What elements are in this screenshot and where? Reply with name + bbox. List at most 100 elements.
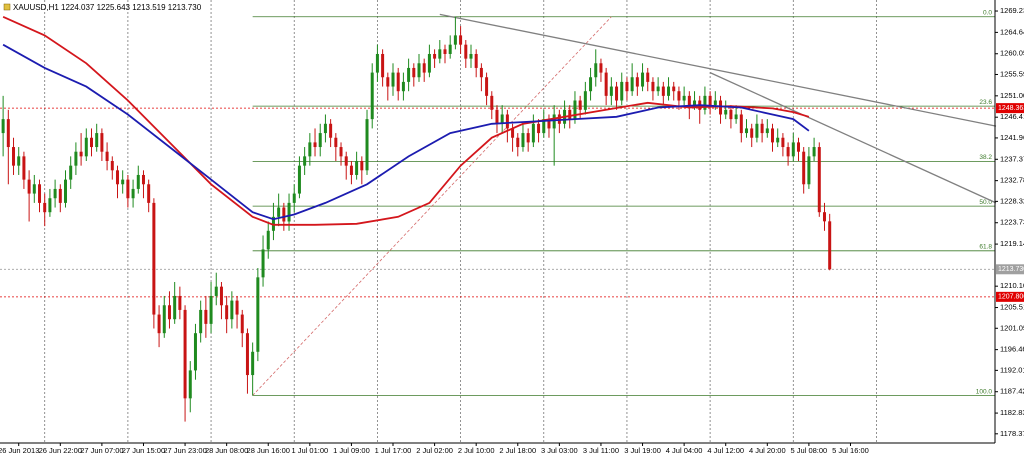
- y-tick-label: 1246.415: [1000, 112, 1024, 121]
- candle-body: [615, 86, 619, 101]
- candle-body: [141, 174, 145, 185]
- candle-body: [817, 147, 821, 213]
- y-tick-label: 1201.055: [1000, 323, 1024, 332]
- candle-body: [17, 156, 21, 166]
- candle-body: [568, 109, 572, 120]
- fib-label: 0.0: [983, 9, 992, 16]
- candle-body: [401, 81, 405, 92]
- candle-body: [214, 286, 218, 296]
- x-tick-label: 4 Jul 04:00: [666, 446, 703, 455]
- candle-body: [69, 165, 73, 180]
- candle-body: [6, 119, 10, 148]
- candle-body: [469, 53, 473, 59]
- y-tick-label: 1178.375: [1000, 429, 1024, 438]
- candle-body: [739, 114, 743, 134]
- candle-body: [771, 128, 775, 143]
- fib-label: 61.8: [979, 244, 992, 251]
- candle-body: [750, 128, 754, 138]
- x-tick-label: 28 Jun 16:00: [247, 446, 290, 455]
- candle-body: [573, 100, 577, 120]
- candle-body: [828, 221, 832, 270]
- candle-body: [786, 147, 790, 157]
- x-tick-label: 1 Jul 09:00: [333, 446, 370, 455]
- candle-body: [531, 123, 535, 143]
- candle-body: [209, 295, 213, 324]
- candle-body: [547, 119, 551, 129]
- x-tick-label: 4 Jul 20:00: [749, 446, 786, 455]
- y-tick-label: 1192.010: [1000, 365, 1024, 374]
- candle-body: [521, 133, 525, 148]
- candle-body: [765, 128, 769, 134]
- candle-body: [537, 123, 541, 134]
- candle-body: [313, 142, 317, 148]
- candle-body: [375, 53, 379, 73]
- candle-body: [641, 72, 645, 87]
- candle-body: [630, 77, 634, 92]
- candle-body: [599, 63, 603, 73]
- candle-body: [526, 133, 530, 143]
- candle-body: [136, 174, 140, 189]
- candle-body: [459, 35, 463, 45]
- candle-body: [105, 151, 109, 162]
- candle-body: [126, 179, 130, 199]
- candle-body: [776, 137, 780, 143]
- candle-body: [219, 286, 223, 306]
- candle-body: [235, 300, 239, 315]
- price-label-box: [996, 291, 1024, 302]
- candle-body: [167, 305, 171, 320]
- chart-header: XAUUSD,H1 1224.037 1225.643 1213.519 121…: [13, 3, 202, 12]
- y-tick-label: 1260.050: [1000, 49, 1024, 58]
- y-tick-label: 1205.510: [1000, 303, 1024, 312]
- candle-body: [287, 202, 291, 222]
- candle-body: [334, 137, 338, 148]
- candle-body: [339, 147, 343, 157]
- candle-body: [240, 314, 244, 334]
- candle-body: [417, 63, 421, 78]
- x-tick-label: 26 Jun 2013: [0, 446, 39, 455]
- candle-body: [495, 109, 499, 124]
- candle-body: [110, 161, 114, 171]
- candle-body: [635, 77, 639, 87]
- y-tick-label: 1251.005: [1000, 91, 1024, 100]
- candle-body: [297, 165, 301, 194]
- candle-body: [391, 72, 395, 87]
- price-label: 1213.730: [998, 266, 1024, 273]
- candle-body: [277, 207, 281, 217]
- x-tick-label: 1 Jul 01:00: [291, 446, 328, 455]
- candle-body: [84, 137, 88, 157]
- y-tick-label: 1210.100: [1000, 281, 1024, 290]
- x-tick-label: 1 Jul 17:00: [375, 446, 412, 455]
- candle-body: [822, 212, 826, 222]
- candle-body: [490, 95, 494, 110]
- candle-body: [589, 77, 593, 92]
- y-tick-label: 1187.420: [1000, 387, 1024, 396]
- candle-body: [505, 114, 509, 129]
- y-tick-label: 1255.595: [1000, 69, 1024, 78]
- y-tick-label: 1182.830: [1000, 408, 1024, 417]
- candle-body: [604, 72, 608, 96]
- fib-label: 38.2: [979, 154, 992, 161]
- x-tick-label: 3 Jul 11:00: [583, 446, 619, 455]
- candle-body: [672, 86, 676, 92]
- candle-body: [32, 184, 36, 194]
- candle-body: [687, 95, 691, 106]
- candle-body: [225, 305, 229, 320]
- candle-body: [355, 161, 359, 175]
- candle-body: [438, 49, 442, 59]
- candle-body: [583, 91, 587, 110]
- candle-body: [256, 277, 260, 352]
- x-tick-label: 2 Jul 02:00: [416, 446, 453, 455]
- candle-body: [230, 300, 234, 320]
- candle-body: [147, 184, 151, 203]
- x-tick-label: 3 Jul 19:00: [624, 446, 661, 455]
- candle-body: [516, 137, 520, 148]
- candle-body: [802, 151, 806, 185]
- candle-body: [713, 100, 717, 106]
- candle-body: [266, 230, 270, 250]
- fib-trend-line: [252, 16, 612, 396]
- candle-body: [427, 53, 431, 73]
- candle-body: [500, 114, 504, 124]
- candle-body: [95, 133, 99, 148]
- y-tick-label: 1219.145: [1000, 239, 1024, 248]
- candle-body: [578, 100, 582, 110]
